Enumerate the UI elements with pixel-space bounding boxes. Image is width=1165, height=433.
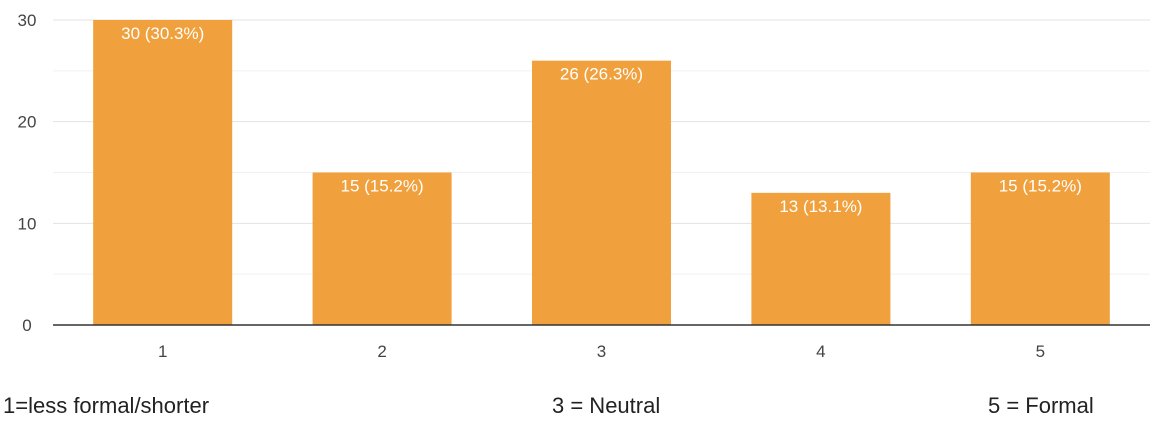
- bars: [93, 20, 1110, 326]
- data-label: 15 (15.2%): [999, 177, 1082, 196]
- y-tick-label: 0: [22, 316, 31, 335]
- scale-note-neutral: 3 = Neutral: [552, 393, 661, 418]
- data-label: 26 (26.3%): [560, 65, 643, 84]
- x-tick-label: 3: [597, 342, 606, 361]
- y-tick-label: 30: [18, 11, 37, 30]
- x-axis-ticks: 1 2 3 4 5: [158, 342, 1045, 361]
- data-labels: 30 (30.3%) 15 (15.2%) 26 (26.3%) 13 (13.1%)…: [121, 24, 1082, 216]
- bar: [970, 172, 1110, 325]
- scale-note-formal: 5 = Formal: [988, 393, 1094, 418]
- bar: [93, 20, 233, 325]
- x-tick-label: 2: [377, 342, 386, 361]
- y-tick-label: 10: [18, 214, 37, 233]
- y-tick-label: 20: [18, 113, 37, 132]
- data-label: 30 (30.3%): [121, 24, 204, 43]
- bar: [532, 60, 671, 326]
- x-tick-label: 4: [816, 342, 825, 361]
- scale-note-low: 1=less formal/shorter: [3, 393, 210, 418]
- y-axis-ticks: 0 10 20 30: [18, 11, 37, 335]
- bar: [751, 192, 891, 325]
- bar: [312, 172, 452, 325]
- data-label: 13 (13.1%): [779, 197, 862, 216]
- x-tick-label: 1: [158, 342, 167, 361]
- x-tick-label: 5: [1036, 342, 1045, 361]
- data-label: 15 (15.2%): [341, 177, 424, 196]
